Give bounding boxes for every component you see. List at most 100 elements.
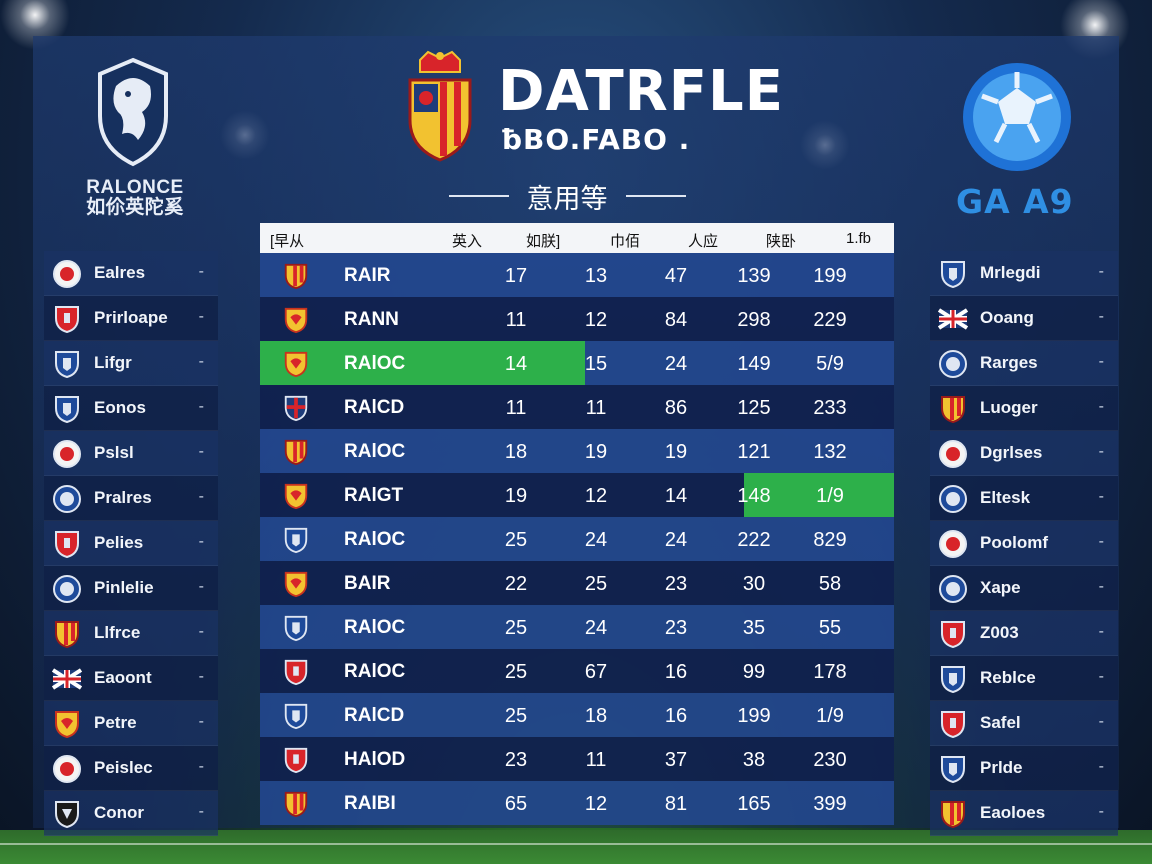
team-name: Pslsl [94,443,134,462]
main-subtitle: ƀBO.FABO . [502,123,691,156]
team-list-item[interactable]: Eaoloes - [930,791,1118,836]
team-list-item[interactable]: Ealres - [44,251,218,296]
team-stat-dash: - [198,533,204,550]
table-row[interactable]: RAlOC 25 24 23 35 55 [260,605,894,649]
blue-round-badge-icon [52,484,82,514]
team-list-item[interactable]: Xape - [930,566,1118,611]
stat-cell: 165 [737,793,771,815]
team-list-item[interactable]: Llfrce - [44,611,218,656]
team-list-item[interactable]: Conor - [44,791,218,836]
team-list-item[interactable]: Rarges - [930,341,1118,386]
table-row[interactable]: RAIBI 65 12 81 165 399 [260,781,894,825]
stat-cell: 25 [504,529,528,551]
team-list-item[interactable]: Mrlegdi - [930,251,1118,296]
section-title-text: 意用等 [526,183,608,214]
table-row[interactable]: RAlGT 19 12 14 148 1/9 [260,473,894,517]
team-name: Ooang [980,308,1034,327]
stat-cell: 17 [504,265,528,287]
team-list-item[interactable]: Prirloape - [44,296,218,341]
team-code: RAlOC [344,353,406,374]
yellow-shield-icon [282,570,310,598]
team-stat-dash: - [198,308,204,325]
yellow-shield-icon [282,482,310,510]
team-list-item[interactable]: Eaoont - [44,656,218,701]
team-name: Lifgr [94,353,132,372]
col-header[interactable]: 巾佰 [610,233,641,250]
team-list-item[interactable]: Pelies - [44,521,218,566]
team-list-item[interactable]: Eonos - [44,386,218,431]
table-row[interactable]: RAlOC 18 19 19 121 132 [260,429,894,473]
col-header[interactable]: 1.fb [846,230,872,247]
team-stat-dash: - [198,713,204,730]
table-row[interactable]: BAIR 22 25 23 30 58 [260,561,894,605]
table-row[interactable]: RAlOC 14 15 24 149 5/9 [260,341,894,385]
col-header[interactable]: [早从 [270,233,305,250]
team-name: Poolomf [980,533,1048,552]
stat-cell: 23 [504,749,528,771]
right-team-list: Mrlegdi - Ooang - Rarges - Luoger - Dgrlses - Elte… [930,251,1118,836]
team-list-item[interactable]: Poolomf - [930,521,1118,566]
stat-cell: 99 [742,661,766,683]
table-row[interactable]: RAlCD 11 11 86 125 233 [260,385,894,429]
team-list-item[interactable]: Pinlelie - [44,566,218,611]
team-code: RAlOC [344,529,406,550]
team-name: Eltesk [980,488,1031,507]
team-stat-dash: - [198,668,204,685]
stat-cell: 148 [737,485,771,507]
union-jack-icon [937,304,969,334]
stat-cell: 11 [505,309,527,331]
team-name: Eaoont [94,668,152,687]
table-row[interactable]: RANN 11 12 84 298 229 [260,297,894,341]
team-list-item[interactable]: Safel - [930,701,1118,746]
stat-cell: 86 [664,397,688,419]
stat-cell: 1/9 [816,485,844,507]
col-header[interactable]: 陕卧 [766,233,797,250]
col-header[interactable]: 英入 [452,233,483,250]
stat-cell: 18 [584,705,608,727]
table-row[interactable]: RAIR 17 13 47 139 199 [260,253,894,297]
stat-cell: 25 [504,705,528,727]
red-shield-icon [52,529,82,559]
left-title-line2: 如伱英陀奚 [86,197,184,218]
team-list-item[interactable]: Luoger - [930,386,1118,431]
team-list-item[interactable]: Ooang - [930,296,1118,341]
striped-shield-icon [52,619,82,649]
union-jack-shield-icon [282,394,310,422]
table-row[interactable]: RAlCD 25 18 16 199 1/9 [260,693,894,737]
team-list-item[interactable]: Pslsl - [44,431,218,476]
team-list-item[interactable]: Petre - [44,701,218,746]
team-stat-dash: - [1098,263,1104,280]
team-list-item[interactable]: Lifgr - [44,341,218,386]
team-name: Petre [94,713,137,732]
standings-table: [早从 英入 如朕] 巾佰 人应 陕卧 1.fb RAIR 17 13 47 139 19… [260,223,894,825]
col-header[interactable]: 人应 [688,233,719,250]
team-name: Rarges [980,353,1038,372]
stat-cell: 47 [664,265,688,287]
blue-shield-icon [52,349,82,379]
team-name: Prlde [980,758,1023,777]
team-list-item[interactable]: Prlde - [930,746,1118,791]
team-list-item[interactable]: Z003 - [930,611,1118,656]
team-stat-dash: - [198,623,204,640]
team-stat-dash: - [1098,488,1104,505]
table-row[interactable]: HAlOD 23 11 37 38 230 [260,737,894,781]
team-code: RAIR [344,265,391,286]
team-stat-dash: - [198,488,204,505]
table-row[interactable]: RAlOC 25 24 24 222 829 [260,517,894,561]
left-league-title: RALONCE 如伱英陀奚 [60,178,210,218]
team-list-item[interactable]: Peislec - [44,746,218,791]
stat-cell: 121 [737,441,771,463]
team-list-item[interactable]: Dgrlses - [930,431,1118,476]
col-header[interactable]: 如朕] [526,233,561,250]
table-row[interactable]: RAlOC 25 67 16 99 178 [260,649,894,693]
table-header: [早从 英入 如朕] 巾佰 人应 陕卧 1.fb [260,223,894,253]
blue-shield-icon [282,614,310,642]
team-list-item[interactable]: Eltesk - [930,476,1118,521]
blue-round-badge-icon [938,484,968,514]
team-name: Pelies [94,533,144,552]
team-stat-dash: - [1098,758,1104,775]
stat-cell: 233 [813,397,847,419]
team-list-item[interactable]: Pralres - [44,476,218,521]
team-list-item[interactable]: Reblce - [930,656,1118,701]
stat-cell: 139 [737,265,771,287]
